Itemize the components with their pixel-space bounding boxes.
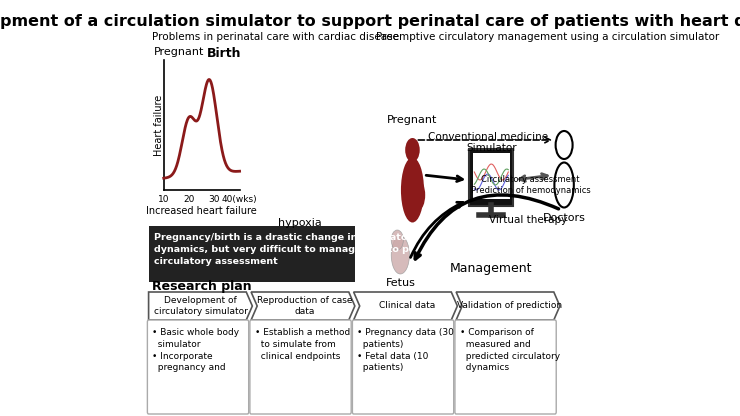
Text: Preemptive circulatory management using a circulation simulator: Preemptive circulatory management using …	[376, 32, 719, 42]
Text: • Establish a method
  to simulate from
  clinical endpoints: • Establish a method to simulate from cl…	[255, 328, 350, 361]
Text: Pregnant: Pregnant	[154, 47, 204, 57]
Text: Birth: Birth	[207, 47, 242, 60]
Text: Doctors: Doctors	[542, 213, 585, 223]
Polygon shape	[456, 292, 560, 320]
Text: 30: 30	[209, 195, 220, 204]
Text: Management: Management	[450, 262, 533, 275]
Text: Virtual therapy: Virtual therapy	[488, 215, 567, 225]
Text: • Comparison of
  measured and
  predicted circulatory
  dynamics: • Comparison of measured and predicted c…	[460, 328, 560, 372]
Ellipse shape	[391, 236, 409, 274]
Text: Pregnancy/birth is a drastic change in circulatory
dynamics, but very difficult : Pregnancy/birth is a drastic change in c…	[154, 233, 427, 265]
Text: Increased heart failure: Increased heart failure	[147, 206, 257, 216]
Text: Circulatory assessment
Prediction of hemodynamics: Circulatory assessment Prediction of hem…	[471, 175, 591, 195]
Polygon shape	[251, 292, 355, 320]
FancyBboxPatch shape	[352, 320, 454, 414]
Text: Problems in perinatal care with cardiac disease: Problems in perinatal care with cardiac …	[152, 32, 399, 42]
Text: Reproduction of case
data: Reproduction of case data	[257, 296, 352, 316]
FancyBboxPatch shape	[250, 320, 352, 414]
FancyBboxPatch shape	[473, 153, 510, 199]
Text: Validation of prediction: Validation of prediction	[457, 302, 562, 310]
Circle shape	[406, 138, 420, 162]
Text: Pregnant: Pregnant	[387, 115, 437, 125]
Text: Fetus: Fetus	[386, 278, 415, 288]
FancyBboxPatch shape	[147, 320, 249, 414]
Text: 40(wks): 40(wks)	[222, 195, 258, 204]
Text: • Pregnancy data (30
  patients)
• Fetal data (10
  patients): • Pregnancy data (30 patients) • Fetal d…	[357, 328, 454, 372]
Ellipse shape	[412, 180, 426, 210]
Text: Research plan: Research plan	[152, 280, 252, 293]
Text: Clinical data: Clinical data	[379, 302, 435, 310]
Text: Development of a circulation simulator to support perinatal care of patients wit: Development of a circulation simulator t…	[0, 14, 740, 29]
Text: Simulator: Simulator	[466, 143, 517, 153]
Text: • Basic whole body
  simulator
• Incorporate
  pregnancy and: • Basic whole body simulator • Incorpora…	[152, 328, 239, 372]
Text: Development of
circulatory simulator: Development of circulatory simulator	[153, 296, 247, 316]
FancyBboxPatch shape	[149, 226, 355, 282]
Text: 10: 10	[158, 195, 169, 204]
Text: Heart failure: Heart failure	[154, 94, 164, 156]
Text: Conventional medicine: Conventional medicine	[428, 132, 548, 142]
FancyBboxPatch shape	[455, 320, 556, 414]
Polygon shape	[354, 292, 457, 320]
FancyBboxPatch shape	[469, 149, 513, 206]
Polygon shape	[149, 292, 252, 320]
Text: hypoxia: hypoxia	[278, 218, 322, 228]
Circle shape	[391, 230, 403, 250]
Ellipse shape	[401, 158, 424, 223]
Text: 20: 20	[184, 195, 195, 204]
